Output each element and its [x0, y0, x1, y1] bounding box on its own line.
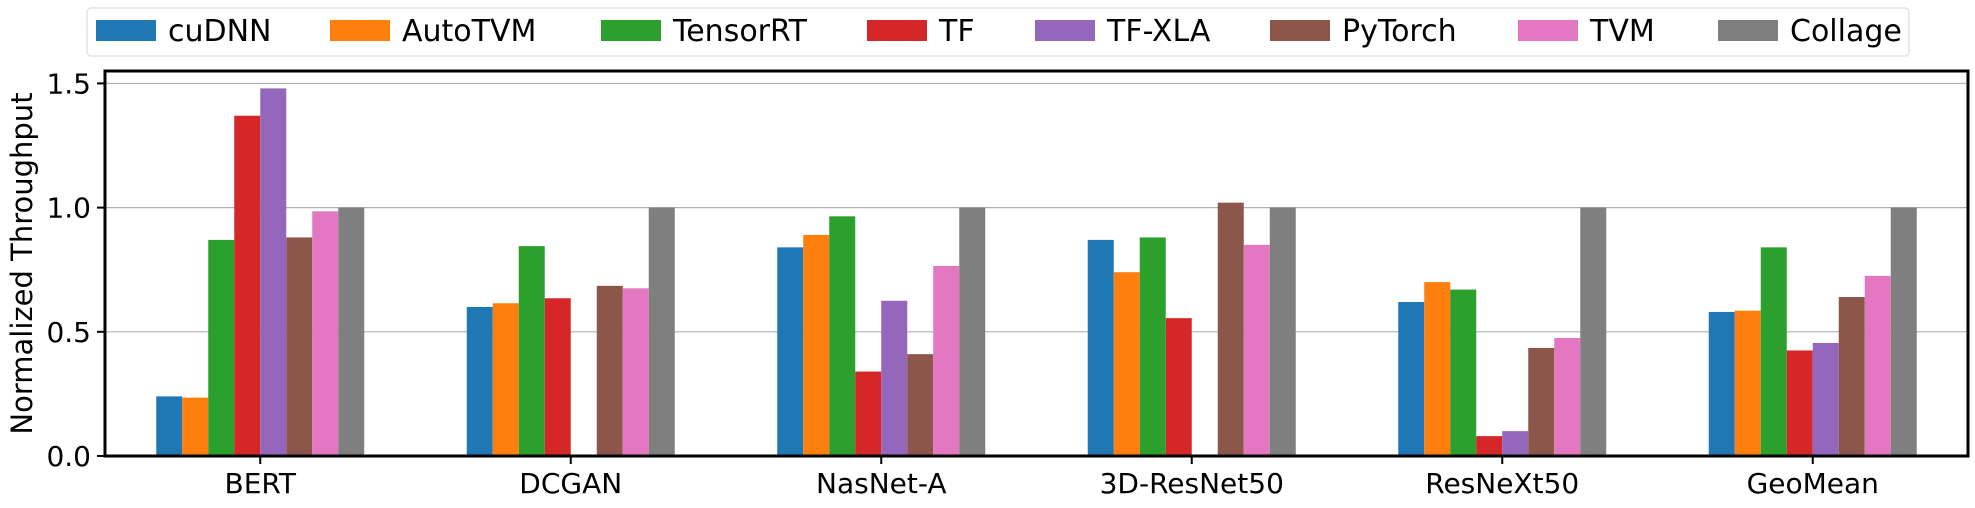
bar-cudnn — [1087, 239, 1114, 456]
plot-frame — [103, 69, 1970, 458]
legend-label: TensorRT — [672, 14, 808, 49]
legend-swatch — [1718, 20, 1778, 41]
bar-tensorrt — [1760, 247, 1787, 456]
bar-tvm — [312, 211, 339, 456]
bar-cudnn — [466, 306, 493, 456]
bar-tvm — [1554, 338, 1581, 456]
legend-item: TensorRT — [601, 14, 808, 49]
bar-collage — [338, 207, 365, 456]
bar-autotvm — [492, 303, 519, 456]
bar-autotvm — [1113, 272, 1140, 456]
bar-pytorch — [1217, 202, 1244, 456]
bar-autotvm — [182, 397, 209, 456]
legend-swatch — [867, 20, 927, 41]
bar-tf — [544, 298, 571, 456]
bar-tensorrt — [1450, 289, 1477, 456]
legend-label: TF — [938, 14, 975, 49]
x-tick-label: DCGAN — [519, 467, 622, 500]
bar-collage — [959, 207, 986, 456]
legend-frame — [86, 7, 1910, 57]
bar-tvm — [933, 265, 960, 456]
legend-item: AutoTVM — [330, 14, 536, 49]
bar-pytorch — [1528, 347, 1555, 456]
legend-label: Collage — [1790, 14, 1902, 49]
legend-item: cuDNN — [96, 14, 272, 49]
legend-swatch — [96, 20, 156, 41]
legend-swatch — [1518, 20, 1578, 41]
bar-collage — [1890, 207, 1917, 456]
bar-tf — [1165, 318, 1192, 456]
bar-tf-xla — [1812, 342, 1839, 456]
bar-collage — [1269, 207, 1296, 456]
gridlines — [105, 82, 1968, 457]
bar-collage — [1580, 207, 1607, 456]
legend-swatch — [1270, 20, 1330, 41]
y-tick-label: 0.0 — [46, 440, 91, 473]
legend-label: TVM — [1589, 14, 1655, 49]
legend-item: TF — [867, 14, 975, 49]
legend-item: TVM — [1518, 14, 1655, 49]
bar-tvm — [1243, 244, 1270, 456]
bar-cudnn — [156, 396, 183, 456]
x-tick-label: ResNeXt50 — [1425, 467, 1579, 500]
y-tick-label: 0.5 — [46, 316, 91, 349]
y-tick-label: 1.5 — [46, 67, 91, 100]
legend-item: TF-XLA — [1035, 14, 1211, 49]
bar-autotvm — [1424, 282, 1451, 456]
bar-tf-xla — [881, 300, 908, 456]
x-tick-label: 3D-ResNet50 — [1100, 467, 1284, 500]
x-tick-label: BERT — [225, 467, 297, 500]
legend-label: PyTorch — [1342, 14, 1457, 49]
bar-pytorch — [286, 237, 313, 456]
legend-label: AutoTVM — [402, 14, 536, 49]
bar-cudnn — [1708, 311, 1735, 456]
bar-pytorch — [1838, 297, 1865, 456]
bar-tvm — [622, 288, 649, 456]
bar-pytorch — [907, 354, 934, 456]
x-tick-label: NasNet-A — [816, 467, 946, 500]
legend-swatch — [1035, 20, 1095, 41]
y-axis-label: Normalized Throughput — [5, 92, 39, 434]
bar-cudnn — [777, 247, 804, 456]
bar-tensorrt — [518, 246, 545, 456]
bar-collage — [648, 207, 675, 456]
bar-tensorrt — [829, 216, 856, 456]
legend-item: PyTorch — [1270, 14, 1457, 49]
legend-swatch — [601, 20, 661, 41]
legend: cuDNN AutoTVM TensorRT TF TF-XLA PyTorch TVM Co… — [86, 7, 1910, 57]
bar-tvm — [1864, 275, 1891, 456]
y-axis-ticks: 0.0 0.5 1.0 1.5 — [46, 67, 105, 473]
bar-tensorrt — [1139, 237, 1166, 456]
bar-tf-xla — [260, 88, 287, 457]
bars — [156, 88, 1917, 457]
legend-swatch — [330, 20, 390, 41]
bar-cudnn — [1398, 302, 1425, 456]
x-axis-ticks: BERT DCGAN NasNet-A 3D-ResNet50 ResNeXt50 Geo… — [225, 456, 1879, 500]
legend-item: Collage — [1718, 14, 1902, 49]
bar-tf — [234, 115, 261, 456]
bar-tf — [1476, 436, 1503, 456]
bar-tf — [855, 371, 882, 456]
bar-tf — [1786, 350, 1813, 456]
legend-label: cuDNN — [168, 14, 272, 49]
bar-autotvm — [1734, 310, 1761, 456]
bar-pytorch — [596, 285, 623, 456]
x-tick-label: GeoMean — [1747, 467, 1879, 500]
bar-tf-xla — [1502, 431, 1529, 456]
bar-autotvm — [803, 234, 830, 456]
legend-label: TF-XLA — [1106, 14, 1211, 49]
y-tick-label: 1.0 — [46, 192, 91, 225]
bar-tensorrt — [208, 239, 235, 456]
